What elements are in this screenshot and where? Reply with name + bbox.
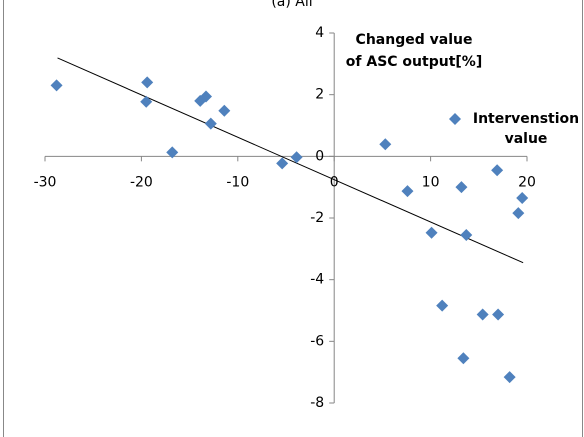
legend: Intervenstion value — [449, 109, 584, 149]
legend-marker — [449, 113, 461, 125]
point — [379, 138, 392, 151]
x-tick-label: 10 — [422, 174, 440, 190]
frame — [3, 0, 583, 437]
y-axis-title: of ASC output[%] — [346, 54, 482, 70]
y-tick-label: -2 — [310, 210, 324, 226]
point — [425, 226, 438, 239]
point — [204, 117, 217, 130]
point — [476, 308, 489, 321]
x-tick-label: -30 — [34, 174, 57, 190]
x-tick-label: -10 — [226, 174, 249, 190]
point — [460, 228, 473, 241]
point — [455, 181, 468, 194]
point — [492, 308, 505, 321]
point — [401, 185, 414, 198]
y-tick-label: -4 — [310, 272, 324, 288]
x-tick-label: 20 — [518, 174, 536, 190]
point — [276, 157, 289, 170]
trendline — [57, 57, 524, 264]
point — [218, 104, 231, 117]
y-axis-title: Changed value — [356, 32, 473, 48]
point — [50, 79, 63, 92]
point — [140, 95, 153, 108]
x-tick-label: 0 — [330, 174, 339, 190]
point — [436, 299, 449, 312]
y-tick-label: -6 — [310, 333, 324, 349]
point — [141, 76, 154, 89]
y-tick-label: 4 — [315, 25, 324, 41]
y-tick-label: 2 — [315, 87, 324, 103]
point — [457, 352, 470, 365]
legend-label: Intervenstion value — [472, 111, 580, 147]
point — [516, 191, 529, 204]
point — [166, 146, 179, 159]
point — [290, 151, 303, 164]
point — [199, 90, 212, 103]
x-tick-label: -20 — [130, 174, 153, 190]
y-tick-label: -8 — [310, 395, 324, 411]
point — [512, 207, 525, 220]
chart-title: (a) All — [271, 0, 312, 10]
point — [503, 371, 516, 384]
y-tick-label: 0 — [315, 148, 324, 164]
point — [491, 164, 504, 177]
